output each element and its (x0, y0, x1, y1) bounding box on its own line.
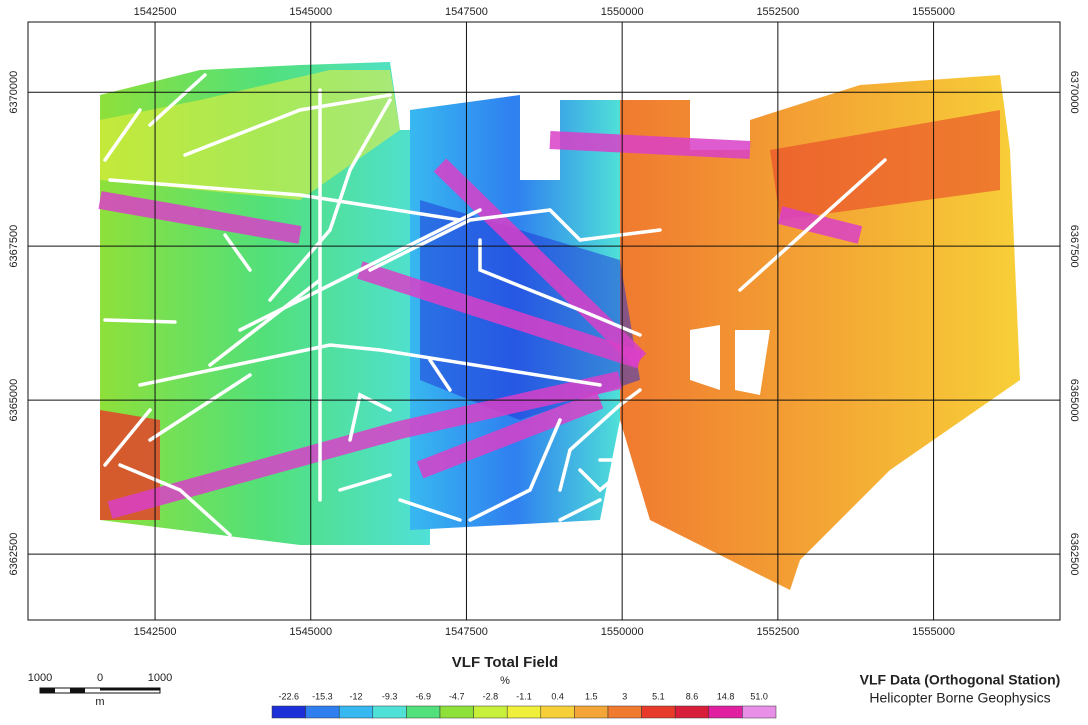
x-tick-label: 1547500 (445, 6, 488, 18)
legend-tick-label: -12 (349, 691, 362, 701)
legend-tick-label: -15.3 (312, 691, 333, 701)
legend-tick-label: 14.8 (717, 691, 735, 701)
y-tick-label: 6365000 (8, 379, 20, 422)
legend-tick-label: -2.8 (483, 691, 499, 701)
color-swatch (675, 706, 709, 718)
y-tick-label: 6367500 (8, 225, 20, 268)
color-swatch (541, 706, 575, 718)
caption-title: VLF Data (Orthogonal Station) (860, 672, 1061, 688)
color-swatch (709, 706, 743, 718)
legend-tick-label: 1.5 (585, 691, 598, 701)
scale-unit: m (95, 696, 104, 708)
y-tick-label: 6367500 (1068, 225, 1080, 268)
legend-tick-label: 5.1 (652, 691, 665, 701)
legend-tick-label: 51.0 (750, 691, 768, 701)
x-tick-label: 1545000 (289, 6, 332, 18)
scale-label: 1000 (28, 672, 52, 684)
x-tick-label: 1542500 (134, 6, 177, 18)
color-swatch (406, 706, 440, 718)
x-tick-label: 1552500 (756, 626, 799, 638)
y-tick-label: 6365000 (1068, 379, 1080, 422)
x-tick-label: 1552500 (756, 6, 799, 18)
x-tick-label: 1542500 (134, 626, 177, 638)
legend-title: VLF Total Field (452, 654, 558, 671)
y-tick-label: 6362500 (8, 533, 20, 576)
color-swatch (272, 706, 306, 718)
legend-tick-label: 8.6 (686, 691, 699, 701)
caption-subtitle: Helicopter Borne Geophysics (869, 690, 1050, 706)
legend-tick-label: -9.3 (382, 691, 398, 701)
legend-tick-label: -22.6 (279, 691, 300, 701)
legend-tick-label: -6.9 (415, 691, 431, 701)
color-swatch (507, 706, 541, 718)
color-swatch (306, 706, 340, 718)
map-page: 1542500 1542500 1545000 1545000 1547500 15475… (0, 0, 1088, 720)
color-swatch (339, 706, 373, 718)
x-tick-label: 1547500 (445, 626, 488, 638)
x-tick-label: 1555000 (912, 6, 955, 18)
x-tick-label: 1545000 (289, 626, 332, 638)
legend-unit: % (500, 675, 510, 687)
color-swatch (373, 706, 407, 718)
color-swatch (440, 706, 474, 718)
x-tick-label: 1555000 (912, 626, 955, 638)
color-swatch (574, 706, 608, 718)
y-tick-label: 6370000 (8, 71, 20, 114)
x-tick-label: 1550000 (601, 626, 644, 638)
x-tick-label: 1550000 (601, 6, 644, 18)
scale-label: 1000 (148, 672, 172, 684)
color-swatch (642, 706, 676, 718)
color-swatch (474, 706, 508, 718)
y-tick-label: 6362500 (1068, 533, 1080, 576)
legend-tick-label: -1.1 (516, 691, 532, 701)
legend-tick-label: -4.7 (449, 691, 465, 701)
scale-bar (40, 688, 160, 693)
y-tick-label: 6370000 (1068, 71, 1080, 114)
color-swatch (608, 706, 642, 718)
legend-tick-label: 0.4 (551, 691, 564, 701)
color-swatch (742, 706, 776, 718)
scale-label: 0 (97, 672, 103, 684)
legend-tick-label: 3 (622, 691, 627, 701)
